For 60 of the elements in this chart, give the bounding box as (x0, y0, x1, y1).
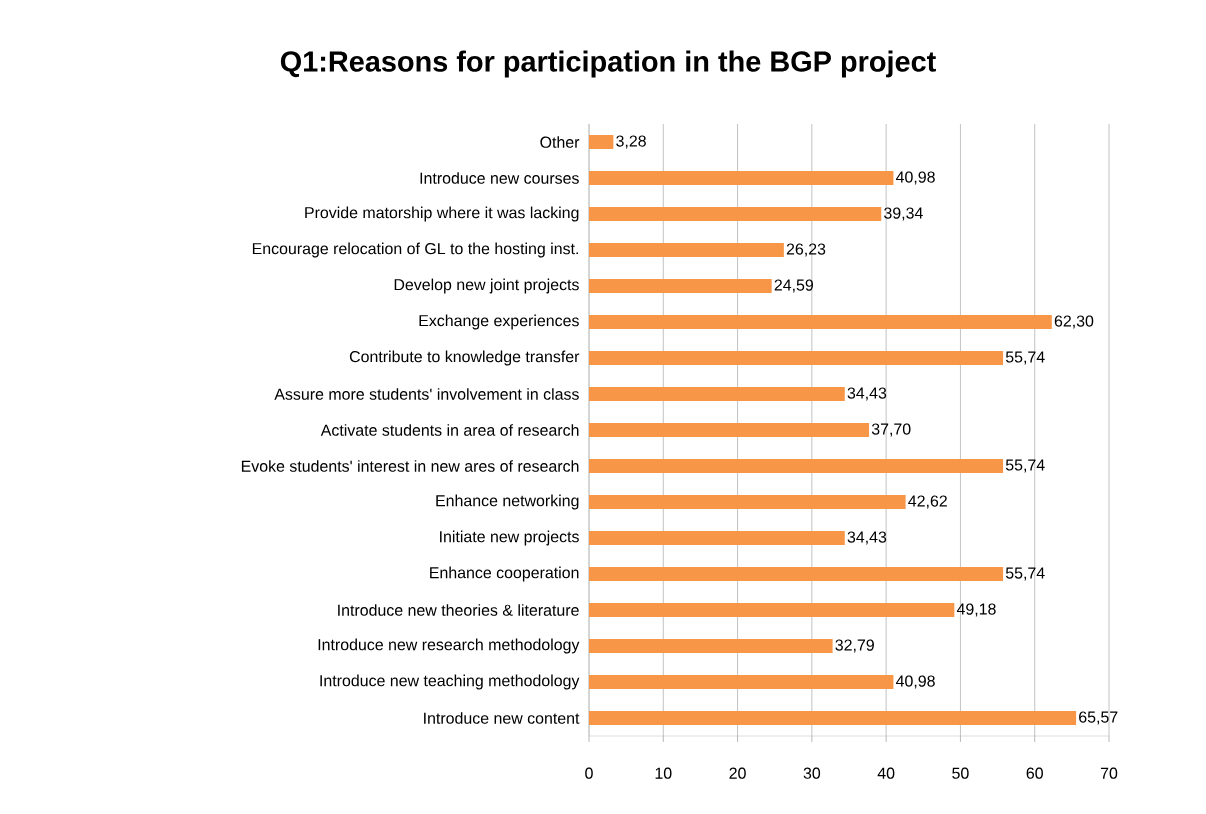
data-label: 65,57 (1079, 711, 1118, 725)
x-tick-label: 10 (655, 767, 672, 779)
bar (589, 603, 955, 617)
y-tick-label: Introduce new research methodology (318, 638, 580, 654)
data-label: 49,18 (956, 603, 996, 617)
data-label: 40,98 (895, 171, 935, 185)
y-tick-label: Contribute to knowledge transfer (349, 350, 580, 366)
x-tick-label: 60 (1026, 767, 1043, 779)
y-tick-label: Evoke students' interest in new ares of research (241, 460, 579, 472)
bar (589, 387, 845, 401)
x-tick-label: 0 (585, 767, 593, 779)
data-label: 55,74 (1005, 351, 1045, 365)
y-tick-label: Assure more students' involvement in class (274, 388, 579, 400)
data-label: 34,43 (847, 531, 887, 545)
y-tick-label: Introduce new content (424, 712, 580, 724)
y-tick-label: Activate students in area of research (320, 424, 579, 436)
data-label: 39,34 (884, 207, 923, 221)
bar (589, 171, 894, 185)
y-tick-label: Develop new joint projects (394, 278, 579, 294)
y-tick-label: Provide matorship where it was lacking (305, 206, 579, 222)
x-tick-label: 50 (952, 767, 969, 779)
bar (589, 711, 1077, 726)
x-tick-label: 70 (1100, 767, 1118, 779)
y-tick-label: Introduce new theories & literature (338, 604, 579, 616)
y-tick-label: Enhance networking (436, 494, 579, 510)
data-label: 62,30 (1054, 315, 1094, 329)
y-tick-label: Other (540, 136, 580, 148)
bar (589, 351, 1004, 365)
chart-title: Q1:Reasons for participation in the BGP project (280, 50, 936, 78)
bar (589, 135, 614, 149)
bar (589, 531, 845, 545)
data-label: 37,70 (871, 423, 911, 437)
data-label: 42,62 (908, 495, 947, 509)
bar (589, 207, 882, 221)
data-label: 55,74 (1005, 459, 1045, 473)
bar (589, 315, 1052, 329)
y-tick-label: Encourage relocation of GL to the hosting inst. (252, 242, 578, 258)
bar (589, 495, 906, 509)
y-tick-label: Enhance cooperation (430, 566, 579, 582)
data-label: 34,43 (847, 387, 887, 401)
bar (589, 639, 833, 654)
x-tick-label: 30 (803, 767, 821, 779)
bar (589, 567, 1004, 581)
y-tick-label: Introduce new courses (420, 172, 579, 184)
bar (589, 243, 784, 257)
bar (589, 279, 772, 293)
data-label: 32,79 (835, 639, 874, 653)
bar (589, 423, 870, 437)
data-label: 24,59 (774, 279, 813, 293)
y-tick-label: Initiate new projects (440, 530, 579, 546)
data-label: 26,23 (786, 243, 826, 257)
data-label: 55,74 (1005, 567, 1045, 581)
x-tick-label: 20 (729, 767, 746, 779)
data-label: 3,28 (616, 135, 646, 149)
x-tick-label: 40 (877, 767, 895, 779)
y-tick-label: Exchange experiences (419, 314, 579, 330)
bar (589, 675, 894, 690)
bar (589, 459, 1004, 473)
y-tick-label: Introduce new teaching methodology (320, 674, 580, 690)
data-label: 40,98 (895, 675, 935, 689)
